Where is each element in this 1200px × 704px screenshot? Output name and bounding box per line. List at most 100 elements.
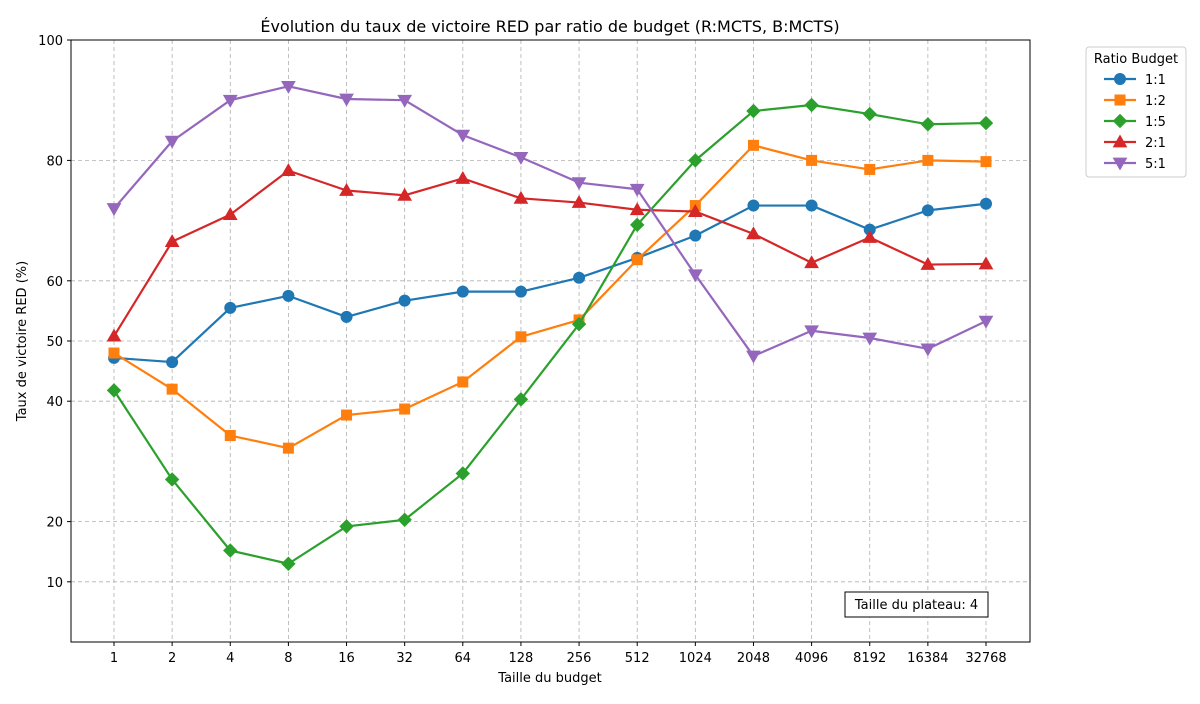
- series-line: [113, 144, 987, 450]
- data-point: [339, 182, 354, 196]
- x-tick-label: 4096: [795, 651, 828, 666]
- annotation-text: Taille du plateau: 4: [854, 598, 978, 613]
- data-point: [978, 115, 994, 131]
- legend-label: 1:1: [1145, 73, 1166, 88]
- board-size-annotation: Taille du plateau: 4: [844, 591, 989, 618]
- data-point: [397, 187, 413, 201]
- data-point: [457, 376, 469, 388]
- series-1-1: [108, 197, 992, 369]
- data-point: [108, 347, 120, 359]
- legend-entry: 1:1: [1104, 73, 1166, 88]
- data-point: [862, 229, 878, 243]
- data-point: [281, 80, 296, 94]
- data-point: [455, 129, 471, 143]
- data-point: [920, 257, 936, 270]
- data-point: [980, 156, 992, 168]
- legend-label: 1:5: [1145, 115, 1166, 130]
- y-axis-label: Taux de victoire RED (%): [15, 261, 30, 422]
- x-tick-label: 128: [509, 651, 534, 666]
- data-point: [631, 254, 643, 266]
- data-point: [862, 106, 877, 122]
- data-point: [629, 183, 645, 197]
- data-point: [222, 207, 238, 220]
- legend-marker: [1114, 94, 1126, 106]
- data-point: [571, 195, 587, 208]
- data-point: [862, 332, 878, 346]
- data-point: [746, 226, 761, 240]
- series-layer: [106, 80, 994, 571]
- data-point: [106, 383, 122, 398]
- y-tick-label: 100: [38, 34, 63, 49]
- data-point: [223, 543, 238, 558]
- data-point: [921, 204, 934, 217]
- x-tick-label: 16384: [907, 651, 948, 666]
- data-point: [339, 519, 354, 534]
- y-tick-label: 40: [46, 395, 63, 410]
- data-point: [339, 93, 354, 107]
- series-line: [113, 202, 987, 364]
- data-point: [340, 310, 353, 323]
- data-point: [980, 197, 992, 210]
- x-tick-label: 64: [455, 651, 472, 666]
- data-point: [573, 271, 586, 284]
- legend-label: 1:2: [1145, 94, 1166, 109]
- data-point: [222, 94, 238, 108]
- data-point: [804, 325, 819, 339]
- x-tick-label: 32: [396, 651, 413, 666]
- data-point: [746, 350, 761, 364]
- data-point: [456, 285, 469, 298]
- data-point: [398, 294, 411, 307]
- data-point: [397, 94, 413, 108]
- series-5-1: [106, 80, 994, 364]
- x-tick-label: 8: [284, 651, 292, 666]
- data-point: [571, 316, 587, 332]
- data-point: [922, 154, 934, 166]
- legend-entry: 1:5: [1104, 113, 1166, 130]
- x-tick-label: 4: [226, 651, 234, 666]
- x-tick-label: 1: [110, 651, 118, 666]
- data-point: [978, 256, 994, 270]
- y-tick-label: 60: [46, 275, 63, 290]
- data-point: [747, 139, 759, 151]
- x-tick-label: 1024: [679, 651, 712, 666]
- x-axis-label: Taille du budget: [497, 671, 601, 686]
- data-point: [806, 154, 818, 166]
- data-point: [341, 409, 353, 421]
- data-point: [164, 135, 180, 149]
- data-point: [804, 97, 819, 113]
- data-point: [513, 152, 529, 165]
- legend-label: 5:1: [1145, 157, 1166, 172]
- data-point: [804, 255, 819, 269]
- data-point: [864, 163, 876, 175]
- data-point: [513, 392, 529, 407]
- data-point: [281, 163, 296, 177]
- legend-items: 1:1 1:2 1:5 2:1 5:1: [1104, 73, 1166, 172]
- data-point: [106, 203, 122, 217]
- y-tick-label: 50: [46, 335, 63, 350]
- data-point: [687, 269, 703, 283]
- data-point: [282, 289, 295, 302]
- x-axis: 1 2 4 8 16 32 64 128 256 512 1024 2048 4096 8192 16384…: [110, 642, 1007, 666]
- annotation-frame: [844, 591, 989, 618]
- x-tick-label: 2: [168, 651, 176, 666]
- data-point: [978, 315, 994, 329]
- x-tick-label: 16: [338, 651, 355, 666]
- data-point: [224, 301, 237, 314]
- data-point: [687, 204, 703, 217]
- x-tick-label: 256: [567, 651, 592, 666]
- legend-marker: [1114, 73, 1126, 85]
- legend-label: 2:1: [1145, 136, 1166, 151]
- data-point: [106, 328, 122, 342]
- x-tick-label: 512: [625, 651, 650, 666]
- series-line: [113, 169, 987, 337]
- legend-title: Ratio Budget: [1094, 52, 1178, 67]
- data-point: [455, 466, 471, 481]
- x-tick-label: 2048: [737, 651, 770, 666]
- data-point: [164, 472, 180, 487]
- series-2-1: [106, 163, 994, 342]
- data-point: [805, 199, 818, 212]
- y-tick-label: 20: [46, 516, 63, 531]
- legend-entry: 5:1: [1104, 157, 1166, 172]
- data-point: [281, 556, 296, 571]
